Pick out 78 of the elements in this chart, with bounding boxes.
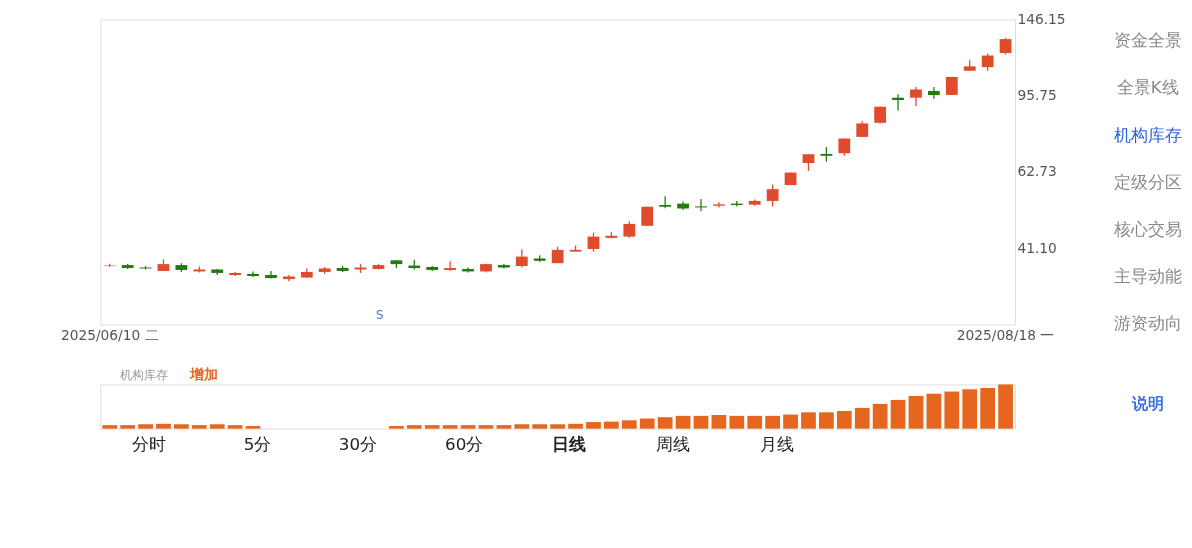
text: 说明: [1130, 394, 1164, 414]
bar: [120, 425, 136, 429]
text: 游资动向: [1113, 313, 1182, 334]
bar: [156, 423, 171, 429]
bar: [227, 425, 243, 429]
bar: [926, 393, 942, 429]
bar: [711, 414, 727, 429]
bar: [245, 426, 261, 429]
bar: [783, 414, 798, 429]
text: 定级分区: [1113, 171, 1182, 192]
annotation: S: [376, 307, 384, 322]
bar: [729, 415, 745, 429]
chart-title: 机构库存: [119, 367, 168, 382]
x-tick-label: 2025/06/10 二: [60, 326, 159, 343]
bar: [586, 422, 601, 429]
bar: [872, 403, 888, 429]
bar: [693, 415, 709, 429]
bar: [568, 423, 583, 429]
bar: [836, 410, 852, 429]
candlestick: [910, 86, 922, 107]
bar: [765, 415, 781, 429]
text: 周线: [655, 434, 690, 455]
x-tick-label: 2025/08/18 一: [956, 326, 1055, 343]
bar: [478, 425, 494, 429]
text: 机构库存: [1113, 124, 1182, 145]
candlestick: [265, 270, 277, 280]
bar: [191, 425, 207, 429]
y-tick-label: 146.15: [1017, 10, 1066, 27]
text: 60分: [445, 434, 484, 455]
candlestick: [928, 86, 940, 100]
bar: [657, 417, 673, 429]
bar: [908, 395, 924, 429]
bar: [819, 412, 834, 429]
y-tick-label: 95.75: [1017, 87, 1057, 104]
bar: [639, 418, 655, 429]
candlestick: [695, 198, 707, 212]
y-tick-label: 62.73: [1017, 163, 1057, 180]
bar: [890, 399, 906, 429]
chart-subtitle: 增加: [188, 365, 218, 382]
bar: [209, 424, 225, 429]
candlestick: [515, 248, 528, 269]
bar: [621, 420, 637, 429]
bar: [496, 425, 512, 429]
bar: [604, 421, 619, 429]
candlestick: [587, 231, 600, 253]
candlestick: [247, 270, 259, 278]
y-tick-label: 41.10: [1017, 239, 1057, 256]
bar: [675, 415, 691, 429]
bar: [406, 425, 422, 429]
bar: [389, 426, 404, 429]
bar: [962, 389, 978, 429]
text: 月线: [759, 434, 794, 455]
candlestick: [659, 195, 672, 209]
bar: [550, 424, 566, 429]
text: 30分: [338, 434, 378, 455]
bar: [460, 425, 476, 429]
bar: [442, 425, 458, 429]
bar: [532, 424, 548, 429]
bar: [854, 407, 870, 429]
bar: [944, 391, 960, 429]
bar: [998, 384, 1013, 429]
bar: [138, 424, 153, 429]
text: 核心交易: [1112, 218, 1182, 239]
candlestick: [444, 260, 457, 272]
bar: [747, 415, 763, 429]
text: 全景K线: [1116, 77, 1179, 98]
bar: [102, 425, 118, 429]
text: 日线: [552, 434, 587, 455]
bar: [424, 425, 440, 429]
text: 资金全景: [1113, 30, 1182, 51]
text: 5分: [243, 434, 272, 455]
bar: [174, 424, 189, 429]
text: 分时: [132, 434, 167, 455]
candlestick: [766, 183, 779, 208]
text: 主导动能: [1113, 266, 1182, 287]
bar: [980, 387, 996, 429]
bar: [801, 412, 816, 429]
bar: [514, 424, 530, 429]
